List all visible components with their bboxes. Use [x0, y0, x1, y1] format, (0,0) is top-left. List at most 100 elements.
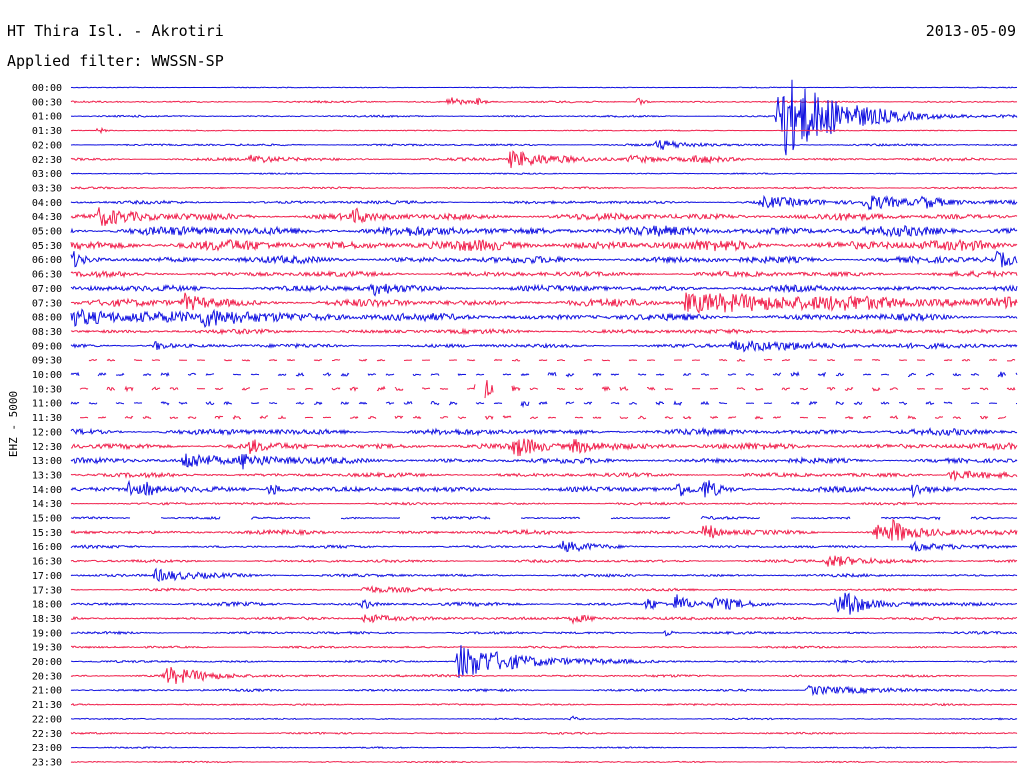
filter-label: Applied filter: WWSSN-SP	[7, 52, 224, 70]
time-tick-label: 18:00	[32, 600, 62, 611]
time-tick-label: 19:00	[32, 628, 62, 639]
seismic-trace	[70, 731, 1018, 735]
station-title: HT Thira Isl. - Akrotiri	[7, 22, 224, 40]
trace-row: 04:30	[32, 207, 1018, 226]
time-tick-label: 21:30	[32, 700, 62, 711]
time-tick-label: 12:00	[32, 427, 62, 438]
trace-row: 06:30	[32, 269, 1018, 281]
time-tick-label: 23:00	[32, 743, 62, 754]
trace-row: 14:30	[32, 499, 1018, 510]
trace-row: 23:30	[32, 757, 1018, 768]
seismic-trace	[70, 308, 1018, 328]
trace-row: 05:00	[32, 225, 1018, 238]
seismic-trace	[71, 645, 1018, 679]
trace-row: 15:00	[32, 514, 1018, 525]
trace-row: 15:30	[32, 518, 1018, 541]
time-tick-label: 22:00	[32, 714, 62, 725]
time-tick-label: 06:00	[32, 255, 62, 266]
trace-row: 22:30	[32, 729, 1018, 740]
time-tick-label: 16:30	[32, 557, 62, 568]
trace-row: 11:30	[32, 413, 1007, 424]
time-tick-label: 19:30	[32, 643, 62, 654]
time-tick-label: 08:00	[32, 313, 62, 324]
time-tick-label: 13:30	[32, 470, 62, 481]
seismic-trace	[70, 371, 1018, 378]
seismic-trace	[70, 479, 1017, 499]
seismic-trace	[70, 540, 1018, 553]
trace-row: 01:30	[32, 126, 1017, 137]
seismic-trace	[70, 269, 1018, 279]
time-tick-label: 11:00	[32, 399, 62, 410]
seismic-trace	[70, 629, 1018, 637]
seismic-trace	[70, 426, 1018, 437]
seismic-trace	[70, 283, 1018, 297]
trace-row: 14:00	[32, 479, 1017, 499]
trace-row: 12:30	[32, 438, 1018, 457]
seismic-trace	[70, 340, 1018, 353]
seismic-trace	[70, 684, 1018, 697]
trace-row: 06:00	[32, 250, 1018, 268]
trace-row: 08:00	[32, 308, 1018, 328]
time-tick-label: 09:30	[32, 356, 62, 367]
time-tick-label: 15:30	[32, 528, 62, 539]
trace-row: 07:00	[32, 283, 1018, 297]
seismic-trace	[70, 501, 1018, 506]
seismic-trace	[70, 746, 1018, 750]
trace-row: 20:30	[32, 666, 1018, 685]
trace-row: 19:00	[32, 628, 1018, 639]
seismic-trace	[70, 760, 1018, 764]
seismic-trace	[70, 614, 1018, 625]
trace-row: 13:30	[32, 470, 1018, 482]
time-tick-label: 03:30	[32, 183, 62, 194]
time-tick-label: 02:30	[32, 155, 62, 166]
trace-row: 21:30	[32, 700, 1018, 711]
seismic-trace	[70, 207, 1018, 226]
trace-row: 04:00	[32, 194, 1018, 211]
time-tick-label: 07:30	[32, 298, 62, 309]
time-tick-label: 10:30	[32, 384, 62, 395]
trace-row: 10:30	[32, 380, 1016, 399]
trace-row: 11:00	[32, 399, 1018, 410]
time-tick-label: 14:30	[32, 499, 62, 510]
time-tick-label: 04:30	[32, 212, 62, 223]
trace-rows: 00:00 00:30 01:00 01:30 02:00 02:30 03:00 03:30…	[32, 79, 1018, 768]
time-tick-label: 17:30	[32, 585, 62, 596]
time-tick-label: 11:30	[32, 413, 62, 424]
time-tick-label: 23:30	[32, 757, 62, 768]
time-tick-label: 20:00	[32, 657, 62, 668]
seismic-trace	[70, 86, 1018, 89]
trace-row: 02:00	[32, 139, 1018, 151]
seismic-trace	[70, 666, 1018, 685]
time-tick-label: 20:30	[32, 671, 62, 682]
trace-row: 23:00	[32, 743, 1018, 754]
time-tick-label: 22:30	[32, 729, 62, 740]
seismic-trace	[70, 238, 1018, 252]
seismic-trace	[70, 567, 1018, 583]
trace-row: 01:00	[32, 79, 1018, 156]
seismic-trace	[70, 470, 1018, 482]
channel-axis-label: EHZ - 5000	[7, 391, 20, 457]
seismic-trace	[70, 585, 1018, 594]
seismic-trace	[70, 555, 1018, 567]
trace-row: 00:00	[32, 83, 1018, 94]
seismic-trace	[79, 415, 1007, 421]
seismic-trace	[70, 515, 1018, 521]
seismic-trace	[70, 126, 1017, 135]
seismic-trace	[70, 715, 1018, 721]
time-tick-label: 07:00	[32, 284, 62, 295]
time-tick-label: 12:30	[32, 442, 62, 453]
seismic-trace	[70, 292, 1018, 315]
time-tick-label: 00:00	[32, 83, 62, 94]
trace-row: 22:00	[32, 714, 1018, 725]
seismic-trace	[70, 139, 1018, 151]
time-tick-label: 21:00	[32, 686, 62, 697]
trace-row: 05:30	[32, 238, 1018, 252]
time-tick-label: 04:00	[32, 198, 62, 209]
seismic-trace	[70, 438, 1018, 457]
date-label: 2013-05-09	[926, 22, 1016, 40]
time-tick-label: 05:00	[32, 227, 62, 238]
seismic-trace	[70, 702, 1018, 707]
time-tick-label: 14:00	[32, 485, 62, 496]
